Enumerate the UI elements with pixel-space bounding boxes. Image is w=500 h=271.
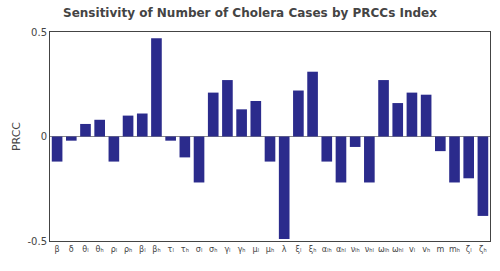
svg-text:-0.5: -0.5 [27, 236, 47, 247]
svg-text:σₗ: σₗ [196, 245, 202, 254]
svg-text:τₕ: τₕ [181, 245, 189, 254]
svg-text:νₗₕ: νₗₕ [351, 245, 360, 254]
svg-text:PRCC: PRCC [10, 122, 23, 151]
svg-text:ξₕ: ξₕ [309, 245, 317, 254]
svg-text:m: m [436, 245, 444, 254]
svg-text:νₕₗ: νₕₗ [365, 245, 374, 254]
svg-text:mₕ: mₕ [449, 245, 460, 254]
svg-text:ζₗ: ζₗ [466, 245, 472, 254]
svg-text:vₕ: vₕ [422, 245, 430, 254]
svg-text:θₕ: θₕ [96, 245, 104, 254]
svg-text:0: 0 [41, 131, 47, 142]
svg-text:ζₕ: ζₕ [479, 245, 487, 254]
svg-text:σₕ: σₕ [209, 245, 217, 254]
svg-text:δ: δ [69, 245, 74, 254]
svg-text:ωₗₕ: ωₗₕ [378, 245, 389, 254]
svg-text:μₗ: μₗ [253, 245, 259, 254]
svg-text:γₗ: γₗ [224, 245, 230, 254]
svg-text:γₕ: γₕ [238, 245, 246, 254]
svg-text:ρₕ: ρₕ [124, 245, 132, 254]
svg-text:β: β [55, 245, 60, 254]
svg-text:vₗ: vₗ [409, 245, 415, 254]
svg-text:ωₕₗ: ωₕₗ [392, 245, 403, 254]
svg-text:λ: λ [282, 245, 287, 254]
svg-text:αₕₗ: αₕₗ [336, 245, 346, 254]
svg-text:μₕ: μₕ [266, 245, 274, 254]
svg-text:ρₗ: ρₗ [111, 245, 117, 254]
svg-text:τₗ: τₗ [168, 245, 174, 254]
svg-text:θₗ: θₗ [82, 245, 88, 254]
svg-text:βₗ: βₗ [139, 245, 145, 254]
svg-text:βₕ: βₕ [152, 245, 160, 254]
svg-text:0.5: 0.5 [31, 27, 47, 38]
svg-text:Sensitivity of Number of Chole: Sensitivity of Number of Cholera Cases b… [63, 6, 437, 20]
svg-text:ξₗ: ξₗ [295, 245, 301, 254]
svg-text:αₗₕ: αₗₕ [322, 245, 332, 254]
